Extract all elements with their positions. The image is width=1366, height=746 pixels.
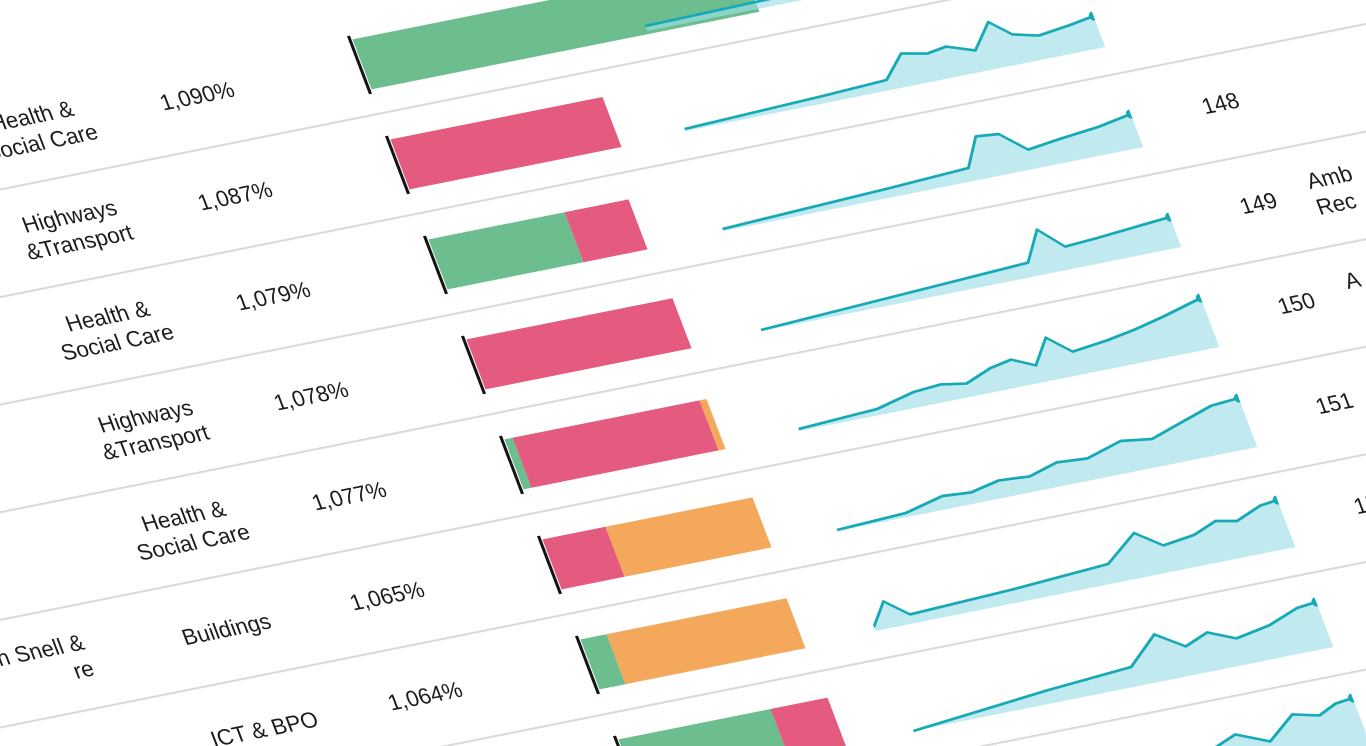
sparkline-line: [912, 600, 1317, 733]
table-row[interactable]: Highways &Transport 1,078% 149 Amb Rec: [0, 95, 1366, 599]
table-row[interactable]: Health & Social Care 1,077% 150 A: [0, 195, 1366, 699]
sparkline-line: [836, 396, 1240, 532]
row-rank: 149: [1235, 188, 1281, 220]
sparkline-line: [872, 498, 1279, 628]
stacked-bar[interactable]: [504, 399, 726, 490]
sparkline-area-fill: [645, 0, 1068, 31]
achievement-percent: 1,064%: [384, 677, 467, 716]
achievement-percent: 1,078%: [270, 377, 353, 416]
row-rank: 148: [1197, 88, 1243, 120]
sparkline-line: [722, 112, 1132, 231]
stacked-bar[interactable]: [618, 697, 847, 746]
achievement-percent: 1,079%: [232, 277, 315, 316]
sparkline-area-fill: [684, 16, 1106, 131]
table-row[interactable]: n Snell & re Buildings 1,065% 151: [0, 295, 1366, 746]
achievement-percent: 1,077%: [308, 477, 391, 516]
stacked-bar[interactable]: [428, 199, 648, 290]
row-rank: 152: [1349, 488, 1366, 520]
sparkline-line: [798, 296, 1202, 431]
bar-segment-pink: [390, 97, 622, 190]
stacked-bar[interactable]: [390, 97, 622, 190]
achievement-percent: 1,087%: [194, 177, 277, 216]
bar-segment-pink: [512, 400, 719, 488]
bar-segment-pink: [466, 298, 692, 390]
table-row[interactable]: Highways &Transport 1,087%: [0, 0, 1366, 399]
sparkline-line: [760, 215, 1171, 332]
row-rank: 151: [1311, 388, 1357, 420]
table-row[interactable]: 1,063%: [0, 495, 1366, 746]
sparkline-area-fill: [836, 398, 1258, 531]
achievement-percent: 1,065%: [346, 577, 429, 616]
category-label: Health & Social Care: [91, 486, 286, 573]
trend-sparkline: [644, 0, 1068, 31]
sparkline-area-fill: [913, 602, 1334, 731]
category-label: Health & Social Care: [15, 286, 210, 373]
bar-segment-green: [428, 212, 584, 290]
sparkline-line: [684, 14, 1095, 131]
table-row[interactable]: Health & Social Care 1,090%: [0, 0, 1366, 299]
bar-segment-orange: [606, 598, 806, 685]
bar-segment-pink: [770, 697, 847, 746]
row-rank: 150: [1273, 288, 1319, 320]
stacked-bar[interactable]: [542, 497, 772, 590]
stacked-bar[interactable]: [580, 598, 806, 690]
table-row[interactable]: Health & Social Care 1,079% 148: [0, 0, 1366, 499]
category-label: Highways &Transport: [53, 386, 248, 473]
table-row[interactable]: ICT & BPO 1,064% 152: [0, 395, 1366, 746]
sparkline-line: [950, 696, 1354, 746]
table-row[interactable]: [0, 595, 1366, 746]
sparkline-line: [644, 0, 1064, 28]
bar-segment-orange: [605, 497, 772, 577]
achievement-percent: 1,090%: [156, 77, 239, 116]
sparkline-area-fill: [760, 217, 1182, 331]
bar-segment-green: [618, 709, 790, 746]
stacked-bar[interactable]: [466, 298, 692, 390]
